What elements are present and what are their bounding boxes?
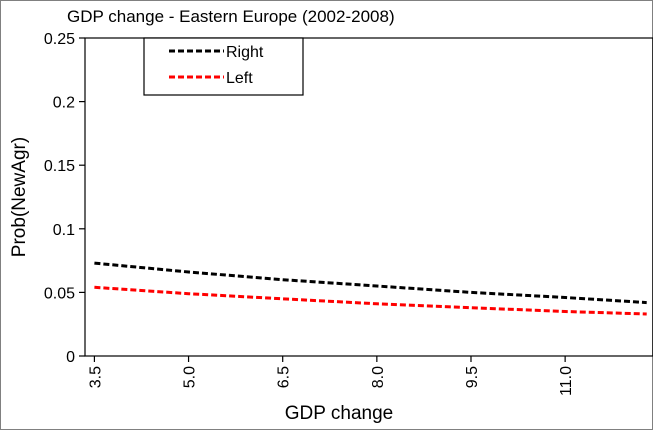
legend-label-right: Right <box>226 44 264 61</box>
legend-label-left: Left <box>226 70 253 87</box>
series-line-left <box>94 285 647 316</box>
y-tick-label: 0.25 <box>44 31 75 48</box>
x-tick-label: 6.5 <box>276 366 293 388</box>
y-tick-label: 0.2 <box>53 95 75 112</box>
y-tick-label: 0.05 <box>44 285 75 302</box>
legend: Right Left <box>143 37 304 96</box>
y-tick-label: 0.15 <box>44 158 75 175</box>
x-axis-label: GDP change <box>285 403 393 424</box>
plot-area <box>84 37 653 357</box>
x-tick-label: 5.0 <box>182 366 199 388</box>
y-axis-label: Prob(NewAgr) <box>9 137 30 257</box>
chart-title: GDP change - Eastern Europe (2002-2008) <box>67 7 395 26</box>
x-tick-label: 3.5 <box>87 366 104 388</box>
series-line-right <box>94 261 647 305</box>
legend-box <box>143 37 304 96</box>
x-tick-label: 9.5 <box>464 366 481 388</box>
y-tick-label: 0.1 <box>53 222 75 239</box>
x-tick-label: 11.0 <box>558 366 575 396</box>
x-axis: 3.5 5.0 6.5 8.0 9.5 11.0 <box>87 356 575 396</box>
y-tick-label: 0 <box>66 349 75 366</box>
y-axis: 0 0.05 0.1 0.15 0.2 0.25 <box>44 31 85 366</box>
series-layer <box>94 261 647 316</box>
x-tick-label: 8.0 <box>370 366 387 388</box>
